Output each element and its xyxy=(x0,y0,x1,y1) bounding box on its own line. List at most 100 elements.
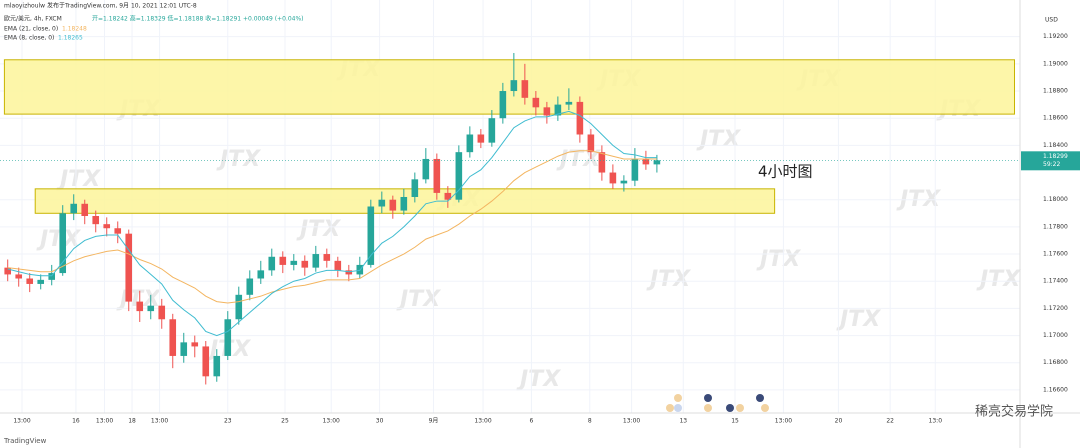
x-tick-label: 18 xyxy=(128,418,136,425)
watermark: JTX xyxy=(296,217,341,242)
y-tick-label: 1.16800 xyxy=(1043,359,1068,366)
legend-value: 1.18265 xyxy=(58,35,83,42)
x-tick-label: 13:00 xyxy=(13,418,30,425)
zones xyxy=(3,59,1015,214)
x-tick-label: 13:00 xyxy=(623,418,640,425)
candle-body xyxy=(576,101,584,135)
annotation: 4小时图 xyxy=(758,163,813,181)
candle-body xyxy=(169,319,177,356)
candle-body xyxy=(598,152,606,173)
candle-body xyxy=(114,228,122,234)
candle-body xyxy=(213,355,221,377)
candle-body xyxy=(125,233,133,302)
candle-body xyxy=(103,224,111,229)
candle-body xyxy=(367,206,375,265)
x-tick-label: 13:00 xyxy=(323,418,340,425)
candle-body xyxy=(290,260,298,265)
candle-body xyxy=(345,270,353,275)
candle-body xyxy=(532,97,540,108)
candle-body xyxy=(37,279,45,284)
candle-body xyxy=(433,158,441,193)
candle-body xyxy=(587,134,595,153)
candle-body xyxy=(488,118,496,143)
candle-body xyxy=(620,180,628,184)
candle-body xyxy=(4,267,12,275)
y-tick-label: 1.18000 xyxy=(1043,196,1068,203)
candle-body xyxy=(257,270,265,279)
countdown: 59:22 xyxy=(1043,161,1060,168)
publisher: mlaoyizhoulw 发布于TradingView.com, 9月 10, … xyxy=(4,2,197,10)
x-tick-label: 30 xyxy=(376,418,384,425)
watermark: JTX xyxy=(56,167,101,192)
x-tick-label: 20 xyxy=(835,418,843,425)
symbol: 欧元/美元, 4h, FXCM xyxy=(4,15,62,23)
candle-body xyxy=(521,80,529,98)
candle-body xyxy=(323,254,331,261)
candle-body xyxy=(543,107,551,116)
x-tick-label: 9月 xyxy=(429,418,439,425)
y-tick-label: 1.18600 xyxy=(1043,115,1068,122)
watermark: JTX xyxy=(976,267,1021,292)
candle-body xyxy=(389,199,397,211)
candle-body xyxy=(455,152,463,200)
watermark: JTX xyxy=(36,227,81,252)
watermark: JTX xyxy=(216,147,261,172)
candle-body xyxy=(279,256,287,265)
candle-body xyxy=(642,158,650,165)
watermark: JTX xyxy=(646,267,691,292)
plot xyxy=(0,52,1020,385)
candle-body xyxy=(235,294,243,320)
x-tick-label: 15 xyxy=(731,418,739,425)
candle-body xyxy=(334,260,342,271)
candle-body xyxy=(246,278,254,295)
candle-body xyxy=(631,158,639,181)
candle-body xyxy=(565,101,573,105)
x-tick-label: 13:00 xyxy=(151,418,168,425)
candle-body xyxy=(268,256,276,271)
x-tick-label: 23 xyxy=(224,418,232,425)
currency: USD xyxy=(1045,17,1058,24)
candle-body xyxy=(48,273,56,280)
candle-body xyxy=(400,196,408,211)
candle-body xyxy=(499,91,507,119)
zone xyxy=(3,59,1015,115)
x-tick-label: 8 xyxy=(588,418,592,425)
price-label: 1.18299 xyxy=(1043,153,1068,160)
y-tick-label: 1.17400 xyxy=(1043,278,1068,285)
footer: TradingView xyxy=(3,437,47,445)
candle-body xyxy=(158,305,166,320)
candle-body xyxy=(653,160,661,165)
price-badge xyxy=(1021,151,1080,171)
candle-body xyxy=(26,278,34,284)
x-tick-label: 13:00 xyxy=(474,418,491,425)
legend-label: EMA (8, close, 0) xyxy=(4,35,54,42)
candle-body xyxy=(15,274,23,279)
legend-label: EMA (21, close, 0) xyxy=(4,26,58,33)
candle-body xyxy=(312,254,320,268)
candle-body xyxy=(510,80,518,92)
watermark: JTX xyxy=(696,127,741,152)
candle-body xyxy=(411,179,419,197)
axes: 1.16600 1.16800 1.17000 1.17200 1.17400 1.176… xyxy=(13,33,1080,425)
x-tick-label: 25 xyxy=(281,418,289,425)
y-tick-label: 1.17800 xyxy=(1043,223,1068,230)
candle-body xyxy=(444,192,452,200)
candle-body xyxy=(191,342,199,347)
legend-value: 1.18248 xyxy=(62,26,87,33)
candle-body xyxy=(70,203,78,214)
ohlc: 开=1.18242 高=1.18329 低=1.18188 收=1.18291 … xyxy=(92,15,304,23)
candle-body xyxy=(59,213,67,274)
candle-body xyxy=(224,319,232,356)
watermark: JTX xyxy=(516,367,561,392)
candle-body xyxy=(202,346,210,377)
y-tick-label: 1.17600 xyxy=(1043,251,1068,258)
y-tick-label: 1.19200 xyxy=(1043,33,1068,40)
watermark: JTX xyxy=(756,247,801,272)
x-tick-label: 13:0 xyxy=(929,418,943,425)
y-tick-label: 1.17200 xyxy=(1043,305,1068,312)
candle-body xyxy=(81,203,89,217)
y-tick-label: 1.19000 xyxy=(1043,60,1068,67)
candle-body xyxy=(609,172,617,184)
x-tick-label: 13:00 xyxy=(775,418,792,425)
